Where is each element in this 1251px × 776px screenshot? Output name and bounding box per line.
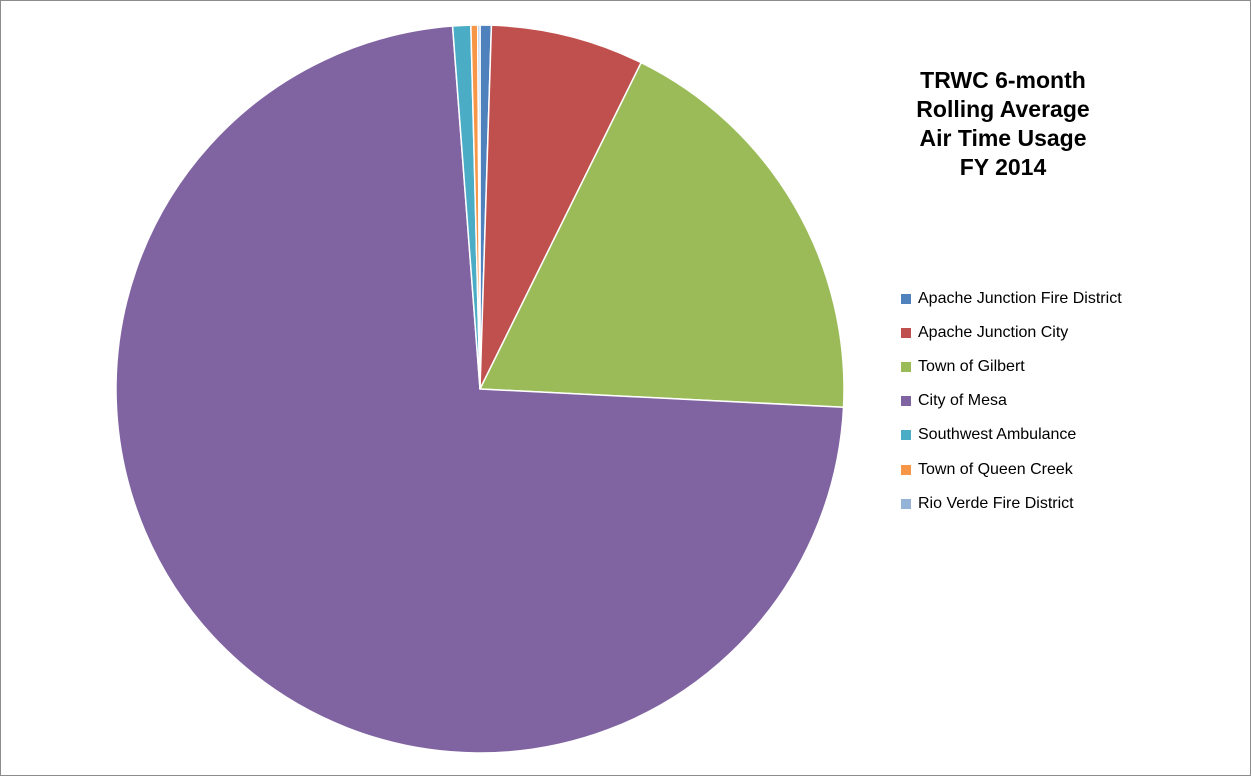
pie-slices — [115, 24, 845, 754]
legend-label: Rio Verde Fire District — [918, 494, 1074, 512]
chart-legend: Apache Junction Fire District Apache Jun… — [901, 282, 1122, 521]
legend-swatch — [901, 294, 911, 305]
legend-swatch — [901, 498, 911, 509]
chart-title-line-2: Rolling Average — [916, 96, 1090, 122]
legend-label: Town of Queen Creek — [918, 460, 1073, 478]
legend-item: Southwest Ambulance — [901, 418, 1122, 452]
chart-title: TRWC 6-month Rolling Average Air Time Us… — [878, 66, 1128, 182]
legend-swatch — [901, 396, 911, 407]
legend-item: Town of Queen Creek — [901, 452, 1122, 486]
legend-swatch — [901, 430, 911, 441]
chart-title-line-1: TRWC 6-month — [920, 67, 1086, 93]
legend-label: Apache Junction City — [918, 324, 1069, 342]
legend-item: Rio Verde Fire District — [901, 487, 1122, 521]
legend-item: City of Mesa — [901, 384, 1122, 418]
legend-label: Southwest Ambulance — [918, 426, 1077, 444]
legend-swatch — [901, 464, 911, 475]
legend-swatch — [901, 362, 911, 373]
legend-label: City of Mesa — [918, 392, 1007, 410]
legend-label: Town of Gilbert — [918, 358, 1025, 376]
legend-item: Apache Junction City — [901, 316, 1122, 350]
legend-swatch — [901, 328, 911, 339]
legend-item: Town of Gilbert — [901, 350, 1122, 384]
pie-slice-apache-junction-city — [479, 24, 643, 390]
pie-slice-town-of-gilbert — [478, 61, 845, 409]
chart-title-line-3: Air Time Usage — [919, 125, 1087, 151]
chart-title-line-4: FY 2014 — [959, 154, 1047, 180]
legend-label: Apache Junction Fire District — [918, 290, 1122, 308]
legend-item: Apache Junction Fire District — [901, 282, 1122, 316]
pie-slice-city-of-mesa — [115, 25, 845, 754]
pie-slice-rio-verde-fire-district — [476, 24, 481, 390]
